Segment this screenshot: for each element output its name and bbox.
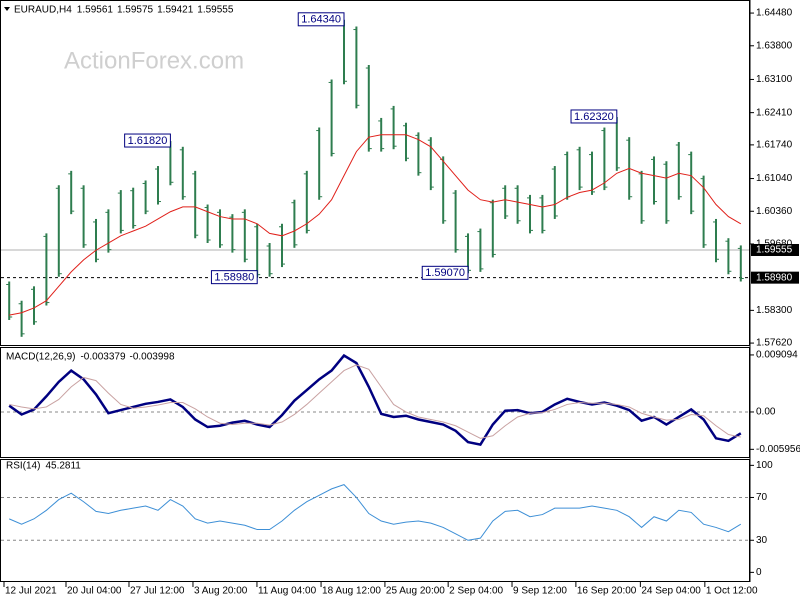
y-tick-label: 1.62410 bbox=[756, 107, 793, 118]
y-tick-label: 30 bbox=[756, 535, 768, 546]
price-box bbox=[751, 271, 799, 284]
x-tick-label: 25 Aug 20:00 bbox=[386, 586, 445, 597]
price-box-label: 1.58980 bbox=[756, 272, 793, 283]
readout: 1.59421 bbox=[157, 5, 194, 16]
annotation-label: 1.61820 bbox=[128, 135, 168, 147]
price-box bbox=[751, 243, 799, 256]
readout: 45.2811 bbox=[45, 461, 81, 472]
y-tick-label: 1.57620 bbox=[756, 338, 793, 349]
annotation-box bbox=[210, 270, 258, 285]
readout: -0.003379 bbox=[80, 352, 125, 363]
annotation-label: 1.58980 bbox=[214, 272, 254, 284]
x-tick-label: 12 Jul 2021 bbox=[5, 586, 57, 597]
annotation-box bbox=[297, 12, 345, 27]
annotation-label: 1.62320 bbox=[574, 111, 614, 123]
readout: 1.59555 bbox=[197, 5, 234, 16]
y-tick-label: -0.005956 bbox=[756, 444, 800, 455]
indicator-line bbox=[9, 484, 742, 541]
x-tick-label: 16 Sep 20:00 bbox=[577, 586, 637, 597]
x-tick-label: 9 Sep 12:00 bbox=[513, 586, 567, 597]
y-tick-label: 1.60360 bbox=[756, 206, 793, 217]
annotation-box bbox=[124, 133, 171, 148]
readout: 1.59575 bbox=[117, 5, 154, 16]
y-tick-label: 0 bbox=[756, 567, 762, 578]
moving-average bbox=[9, 134, 742, 316]
y-tick-label: 1.63100 bbox=[756, 74, 793, 85]
y-tick-label: 1.58300 bbox=[756, 305, 793, 316]
y-tick-label: 1.61040 bbox=[756, 173, 793, 184]
y-tick-label: 100 bbox=[756, 460, 773, 471]
annotation-label: 1.64340 bbox=[301, 14, 341, 26]
y-tick-label: 0.00 bbox=[756, 407, 776, 418]
y-tick-label: 1.61740 bbox=[756, 140, 793, 151]
x-tick-label: 20 Jul 04:00 bbox=[67, 586, 122, 597]
annotation-box bbox=[421, 265, 469, 280]
x-tick-label: 11 Aug 04:00 bbox=[258, 586, 317, 597]
readout: 1.59561 bbox=[77, 5, 114, 16]
watermark: ActionForex.com bbox=[64, 47, 244, 74]
annotation-box bbox=[570, 109, 618, 124]
y-tick-label: 0.009094 bbox=[756, 350, 798, 361]
x-tick-label: 18 Aug 12:00 bbox=[322, 586, 381, 597]
x-tick-label: 27 Jul 12:00 bbox=[130, 586, 185, 597]
indicator-title: MACD(12,26,9) bbox=[6, 352, 75, 363]
y-tick-label: 70 bbox=[756, 492, 768, 503]
indicator-line bbox=[9, 364, 741, 439]
x-tick-label: 24 Sep 04:00 bbox=[641, 586, 701, 597]
indicator-title: EURAUD,H4 bbox=[14, 5, 72, 16]
y-tick-label: 1.64480 bbox=[756, 8, 793, 19]
y-tick-label: 1.63800 bbox=[756, 40, 793, 51]
x-tick-label: 1 Oct 12:00 bbox=[706, 586, 758, 597]
menu-arrow bbox=[4, 7, 10, 11]
indicator-title: RSI(14) bbox=[6, 461, 40, 472]
annotation-label: 1.59070 bbox=[425, 267, 465, 279]
x-tick-label: 3 Aug 20:00 bbox=[194, 586, 248, 597]
readout: -0.003998 bbox=[130, 352, 175, 363]
x-tick-label: 2 Sep 04:00 bbox=[449, 586, 503, 597]
price-box-label: 1.59555 bbox=[756, 245, 793, 256]
